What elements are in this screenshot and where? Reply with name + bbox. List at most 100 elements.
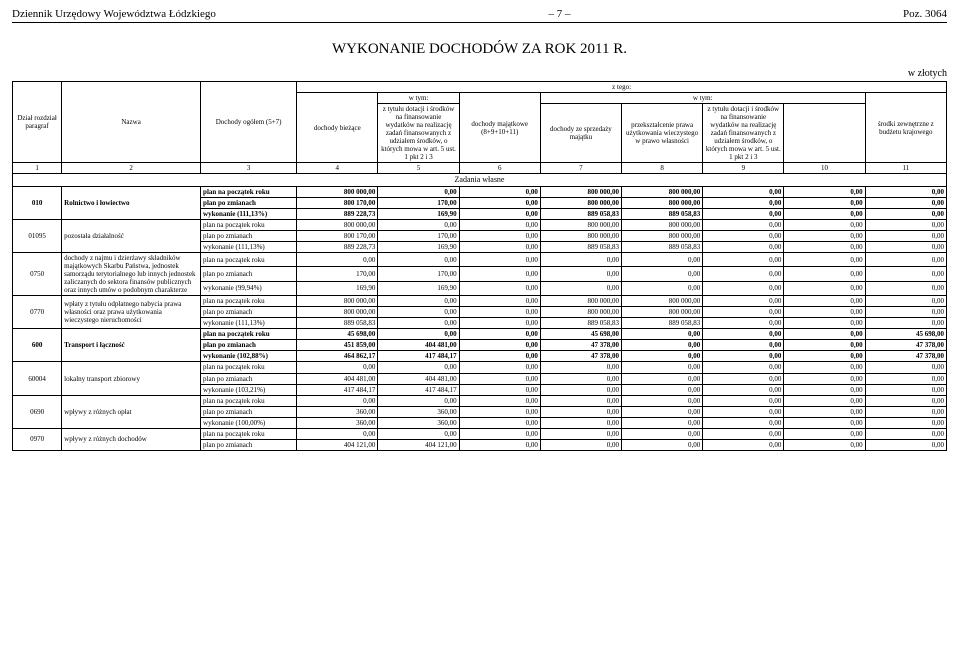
table-cell: 0,00 bbox=[703, 384, 784, 395]
table-cell: 800 000,00 bbox=[297, 307, 378, 318]
table-row-label: wykonanie (111,13%) bbox=[201, 241, 297, 252]
table-cell: 360,00 bbox=[297, 417, 378, 428]
table-cell: 0,00 bbox=[622, 362, 703, 373]
table-cell: 0,00 bbox=[703, 241, 784, 252]
zadania-wlasne-header: Zadania własne bbox=[13, 174, 947, 186]
table-row-code: 0970 bbox=[13, 428, 62, 450]
table-cell: 360,00 bbox=[378, 406, 459, 417]
table-cell: 0,00 bbox=[622, 329, 703, 340]
table-cell: 0,00 bbox=[622, 373, 703, 384]
table-row-label: plan po zmianach bbox=[201, 373, 297, 384]
col-przeksztalcenie: przekształcenie prawa użytkowania wieczy… bbox=[622, 104, 703, 163]
col-number: 8 bbox=[622, 163, 703, 174]
table-row-name: Transport i łączność bbox=[62, 329, 201, 362]
table-cell: 0,00 bbox=[540, 384, 621, 395]
table-cell: 0,00 bbox=[703, 351, 784, 362]
table-cell: 0,00 bbox=[865, 252, 946, 266]
table-cell: 170,00 bbox=[378, 230, 459, 241]
document-title: WYKONANIE DOCHODÓW ZA ROK 2011 R. bbox=[12, 41, 947, 58]
table-cell: 0,00 bbox=[703, 252, 784, 266]
table-cell: 0,00 bbox=[865, 395, 946, 406]
table-cell: 800 000,00 bbox=[297, 219, 378, 230]
table-cell: 404 481,00 bbox=[378, 340, 459, 351]
table-cell: 0,00 bbox=[297, 252, 378, 266]
table-cell: 0,00 bbox=[865, 267, 946, 281]
table-cell: 0,00 bbox=[784, 384, 865, 395]
table-cell: 800 000,00 bbox=[540, 230, 621, 241]
table-cell: 0,00 bbox=[784, 406, 865, 417]
table-cell: 0,00 bbox=[703, 428, 784, 439]
col-nazwa: Nazwa bbox=[62, 82, 201, 163]
table-cell: 45 698,00 bbox=[297, 329, 378, 340]
table-cell: 0,00 bbox=[622, 252, 703, 266]
table-cell: 0,00 bbox=[459, 428, 540, 439]
table-cell: 0,00 bbox=[378, 307, 459, 318]
table-cell: 0,00 bbox=[703, 329, 784, 340]
col-wtym-2: w tym: bbox=[540, 93, 865, 104]
table-cell: 0,00 bbox=[865, 439, 946, 450]
col-number: 7 bbox=[540, 163, 621, 174]
table-row-label: plan po zmianach bbox=[201, 406, 297, 417]
position-number: Poz. 3064 bbox=[903, 8, 947, 20]
table-cell: 0,00 bbox=[703, 281, 784, 295]
col-number: 6 bbox=[459, 163, 540, 174]
col-wtym-1: w tym: bbox=[378, 93, 459, 104]
table-cell: 0,00 bbox=[784, 340, 865, 351]
table-cell: 404 121,00 bbox=[378, 439, 459, 450]
table-cell: 889 058,83 bbox=[540, 241, 621, 252]
table-cell: 0,00 bbox=[459, 281, 540, 295]
table-cell: 0,00 bbox=[784, 351, 865, 362]
table-cell: 889 058,83 bbox=[622, 241, 703, 252]
table-cell: 0,00 bbox=[865, 197, 946, 208]
table-cell: 47 378,00 bbox=[865, 351, 946, 362]
table-cell: 0,00 bbox=[378, 219, 459, 230]
table-row-code: 0690 bbox=[13, 395, 62, 428]
table-cell: 0,00 bbox=[459, 307, 540, 318]
table-cell: 800 000,00 bbox=[622, 296, 703, 307]
table-cell: 0,00 bbox=[703, 362, 784, 373]
table-cell: 0,00 bbox=[622, 439, 703, 450]
table-row-code: 600 bbox=[13, 329, 62, 362]
table-row-name: wpływy z różnych dochodów bbox=[62, 428, 201, 450]
table-cell: 0,00 bbox=[540, 406, 621, 417]
table-cell: 0,00 bbox=[703, 267, 784, 281]
col-number: 10 bbox=[784, 163, 865, 174]
table-cell: 0,00 bbox=[865, 318, 946, 329]
col-dotacje-1: z tytułu dotacji i środków na finansowan… bbox=[378, 104, 459, 163]
table-cell: 0,00 bbox=[703, 340, 784, 351]
table-row-label: plan na początek roku bbox=[201, 362, 297, 373]
table-cell: 0,00 bbox=[784, 296, 865, 307]
table-row-label: plan na początek roku bbox=[201, 186, 297, 197]
table-cell: 0,00 bbox=[784, 219, 865, 230]
table-row-label: plan na początek roku bbox=[201, 395, 297, 406]
table-cell: 0,00 bbox=[865, 406, 946, 417]
table-row-name: dochody z najmu i dzierżawy składników m… bbox=[62, 252, 201, 295]
table-cell: 0,00 bbox=[540, 439, 621, 450]
table-cell: 404 481,00 bbox=[378, 373, 459, 384]
table-cell: 0,00 bbox=[703, 318, 784, 329]
table-cell: 800 000,00 bbox=[297, 186, 378, 197]
table-cell: 0,00 bbox=[378, 318, 459, 329]
table-cell: 0,00 bbox=[784, 208, 865, 219]
col-srodki-zewnetrzne: środki zewnętrzne z budżetu krajowego bbox=[865, 93, 946, 163]
table-cell: 0,00 bbox=[865, 362, 946, 373]
table-cell: 800 000,00 bbox=[540, 186, 621, 197]
table-row-label: plan na początek roku bbox=[201, 329, 297, 340]
table-cell: 800 000,00 bbox=[540, 219, 621, 230]
table-cell: 0,00 bbox=[378, 329, 459, 340]
table-cell: 0,00 bbox=[622, 395, 703, 406]
table-cell: 0,00 bbox=[865, 296, 946, 307]
table-cell: 0,00 bbox=[622, 281, 703, 295]
table-row-name: wpłaty z tytułu odpłatnego nabycia prawa… bbox=[62, 296, 201, 329]
table-row-label: plan po zmianach bbox=[201, 230, 297, 241]
table-cell: 0,00 bbox=[703, 208, 784, 219]
table-row-label: plan na początek roku bbox=[201, 428, 297, 439]
table-cell: 360,00 bbox=[297, 406, 378, 417]
table-cell: 0,00 bbox=[784, 186, 865, 197]
table-cell: 0,00 bbox=[784, 281, 865, 295]
table-row-label: plan na początek roku bbox=[201, 219, 297, 230]
table-cell: 169,90 bbox=[378, 281, 459, 295]
table-cell: 0,00 bbox=[784, 197, 865, 208]
table-cell: 0,00 bbox=[703, 395, 784, 406]
table-cell: 0,00 bbox=[378, 395, 459, 406]
